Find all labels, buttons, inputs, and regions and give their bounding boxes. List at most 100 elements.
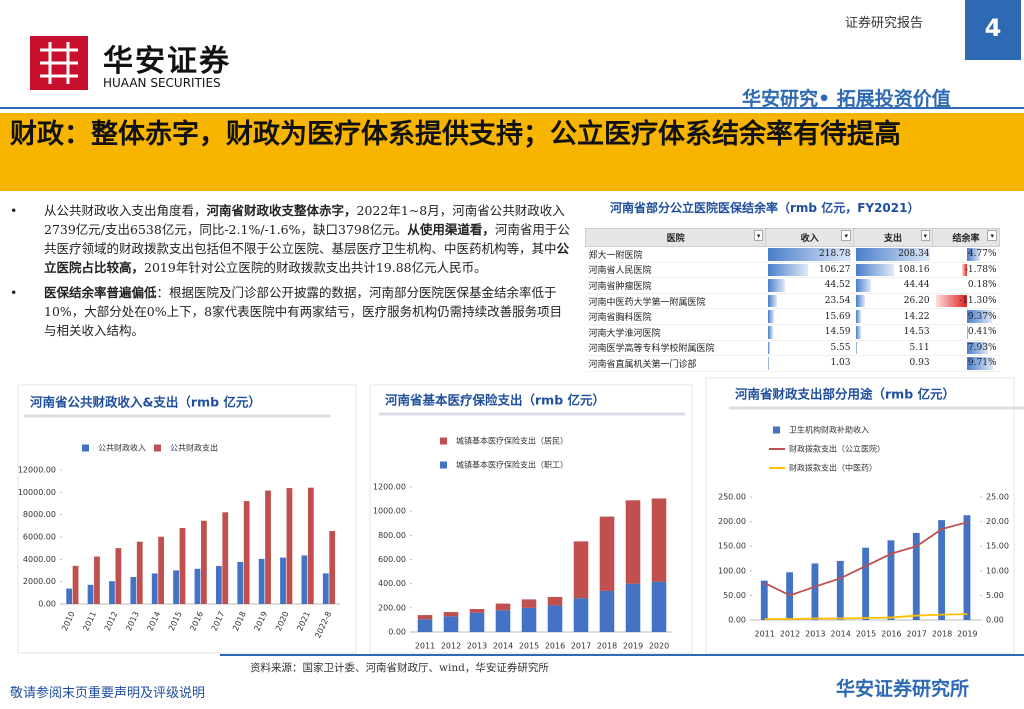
cell: 14.59 [765, 324, 854, 341]
filter-button[interactable]: ▾ [987, 230, 997, 241]
cell-text: 23.54 [824, 296, 851, 307]
bar-segment [573, 541, 589, 599]
bullets: • 从公共财政收入支出角度看，河南省财政收支整体赤字，2022年1~8月，河南省公… [10, 201, 572, 346]
y-tick-label: 6000.00 [23, 533, 56, 542]
cell-text: 河南医学高等专科学校附属医院 [588, 344, 715, 355]
bar [963, 515, 971, 620]
cell: 河南省胸科医院 [585, 308, 766, 325]
bar-segment [417, 615, 433, 620]
data-bar [767, 263, 809, 277]
bullet-dot: • [10, 285, 18, 300]
bullet-dot: • [10, 203, 18, 218]
bar [329, 530, 336, 604]
y-tick-label: 10000.00 [18, 488, 56, 497]
bar [887, 540, 895, 620]
cell: 河南省直属机关第一门诊部 [585, 355, 766, 372]
data-bar [966, 310, 993, 323]
bar [201, 520, 207, 604]
bar [258, 558, 265, 604]
cell: 14.22 [853, 308, 933, 325]
bar-segment [651, 498, 667, 582]
bar [72, 565, 79, 604]
cell-text: 河南省直属机关第一门诊部 [588, 359, 697, 370]
chart: 河南省财政支出部分用途（rmb 亿元） 0.00 50.00 100.00 150.00… [718, 387, 1024, 639]
cell-text: 14.22 [903, 311, 930, 322]
x-tick-label: 2014 [830, 630, 850, 639]
x-tick-label: 2018 [932, 630, 952, 639]
header-text: 支出 [884, 234, 903, 244]
cell: 208.34 [853, 246, 933, 263]
bar [280, 557, 286, 604]
bar [222, 512, 229, 604]
data-bar [855, 248, 930, 261]
x-tick-label: 2011 [81, 610, 98, 632]
cell-text: 15.69 [824, 311, 851, 322]
cell-text: 208.34 [898, 249, 930, 260]
legend-swatch [440, 461, 447, 469]
cell-text: 14.53 [903, 327, 930, 338]
cell: 河南大学淮河医院 [585, 324, 766, 341]
column-header: 结余率 ▾ [932, 228, 1000, 247]
x-tick-label: 2010 [60, 610, 77, 632]
cell: 9.37% [932, 308, 1000, 325]
cell: 河南省人民医院 [585, 262, 766, 279]
bar [307, 487, 314, 604]
x-tick-label: 2015 [519, 642, 539, 651]
bar [130, 577, 137, 604]
table-row: 河南大学淮河医院 14.59 14.53 0.41% [585, 324, 1000, 341]
y2-tick-label: 0.00 [986, 616, 1004, 625]
cell: 26.20 [853, 293, 933, 310]
bar-segment [547, 605, 563, 632]
cell-text: 9.71% [967, 358, 997, 369]
bullet-text: 从公共财政收入支出角度看，河南省财政收支整体赤字，2022年1~8月，河南省公共… [44, 201, 572, 277]
data-bar [855, 341, 858, 355]
cell: 河南医学高等专科学校附属医院 [585, 340, 766, 357]
data-bar [855, 310, 861, 323]
x-tick-label: 2017 [571, 642, 591, 651]
x-tick-label: 2011 [415, 642, 435, 651]
cell-text: 河南中医药大学第一附属医院 [588, 297, 706, 308]
y2-tick-label: 20.00 [986, 517, 1009, 526]
x-tick-label: 2019 [252, 610, 269, 632]
x-tick-label: 2012 [441, 642, 461, 651]
data-bar [855, 279, 872, 292]
bar [136, 541, 143, 604]
data-bar [855, 294, 865, 308]
bullet: • 医保结余率普遍偏低：根据医院及门诊部公开披露的数据，河南部分医院医保基金结余率… [10, 283, 572, 340]
text-run: 从公共财政收入支出角度看， [44, 203, 207, 218]
cell-text: 5.55 [830, 342, 851, 353]
footer-org: 华安证券研究所 [836, 678, 970, 700]
logo-en: HUAAN SECURITIES [103, 76, 221, 90]
header-row: 医院 ▾ 收入 ▾ 支出 ▾ 结余率 ▾ [584, 228, 1000, 247]
cell-text: 4.77% [967, 249, 997, 260]
bar-segment [443, 616, 459, 632]
bar-segment [599, 590, 615, 632]
header-text: 结余率 [952, 234, 980, 244]
bar-segment [469, 609, 485, 613]
table-row: 河南省人民医院 106.27 108.16 -1.78% [585, 262, 1000, 279]
cell: 河南中医药大学第一附属医院 [585, 293, 766, 310]
x-tick-label: 2017 [906, 630, 926, 639]
x-tick-label: 2020 [649, 642, 669, 651]
table-row: 河南中医药大学第一附属医院 23.54 26.20 -11.30% [585, 293, 1000, 310]
filter-button[interactable]: ▾ [753, 230, 764, 241]
filter-button[interactable]: ▾ [841, 230, 851, 241]
y-tick-label: 12000.00 [18, 466, 56, 475]
data-bar [855, 263, 894, 277]
x-tick-label: 2022-8 [313, 610, 333, 639]
cell: 44.44 [853, 277, 933, 294]
cell: -11.30% [932, 293, 1000, 310]
bar [109, 581, 115, 604]
filter-button[interactable]: ▾ [920, 230, 931, 241]
table: 医院 ▾ 收入 ▾ 支出 ▾ 结余率 ▾ 郑大一附医院 218.78 208.34 4.77% 河南省人… [584, 228, 1000, 372]
logo-cn: 华安证券 [103, 44, 231, 79]
line [764, 521, 968, 597]
table-title: 河南省部分公立医院医保结余率（rmb 亿元，FY2021） [610, 201, 920, 215]
panel [17, 384, 357, 654]
text-run: 河南省财政收支整体赤字， [206, 203, 357, 218]
cell: 108.16 [853, 262, 933, 279]
x-tick-label: 2014 [493, 642, 513, 651]
text-run: 2019年针对公立医院的财政拨款支出共计19.88亿元人民币。 [144, 260, 487, 275]
